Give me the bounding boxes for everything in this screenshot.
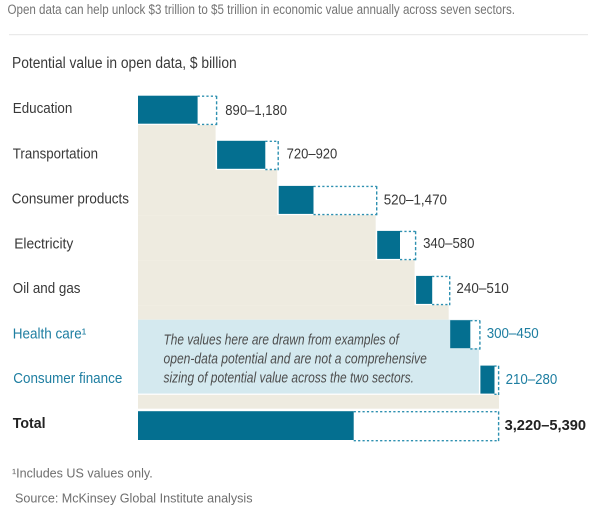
- svg-text:3,220–5,390: 3,220–5,390: [505, 418, 586, 434]
- svg-text:720–920: 720–920: [287, 147, 338, 163]
- svg-text:340–580: 340–580: [423, 236, 474, 252]
- svg-text:Health care¹: Health care¹: [13, 327, 87, 343]
- svg-text:The values here are drawn from: The values here are drawn from examples …: [164, 333, 401, 349]
- svg-text:open-data potential and are no: open-data potential and are not a compre…: [164, 352, 427, 368]
- svg-text:210–280: 210–280: [506, 372, 558, 388]
- svg-text:Total: Total: [13, 416, 46, 432]
- svg-text:Consumer products: Consumer products: [12, 192, 129, 208]
- svg-text:¹Includes US values only.: ¹Includes US values only.: [12, 465, 153, 480]
- svg-text:Potential value in open data,: Potential value in open data, $ billion: [12, 55, 237, 72]
- svg-text:300–450: 300–450: [487, 326, 539, 342]
- svg-text:240–510: 240–510: [456, 281, 508, 297]
- svg-text:Education: Education: [13, 101, 73, 117]
- svg-text:520–1,470: 520–1,470: [384, 192, 447, 208]
- svg-text:Consumer finance: Consumer finance: [13, 371, 122, 387]
- svg-text:Source: McKinsey Global Instit: Source: McKinsey Global Institute analys…: [15, 491, 253, 506]
- svg-text:Electricity: Electricity: [14, 237, 74, 253]
- svg-text:Open data can help unlock $3 t: Open data can help unlock $3 trillion to…: [8, 2, 516, 17]
- svg-text:sizing of potential value acro: sizing of potential value across the two…: [164, 371, 415, 387]
- svg-text:890–1,180: 890–1,180: [225, 103, 287, 119]
- svg-text:Transportation: Transportation: [13, 147, 98, 163]
- svg-text:Oil and gas: Oil and gas: [13, 281, 81, 297]
